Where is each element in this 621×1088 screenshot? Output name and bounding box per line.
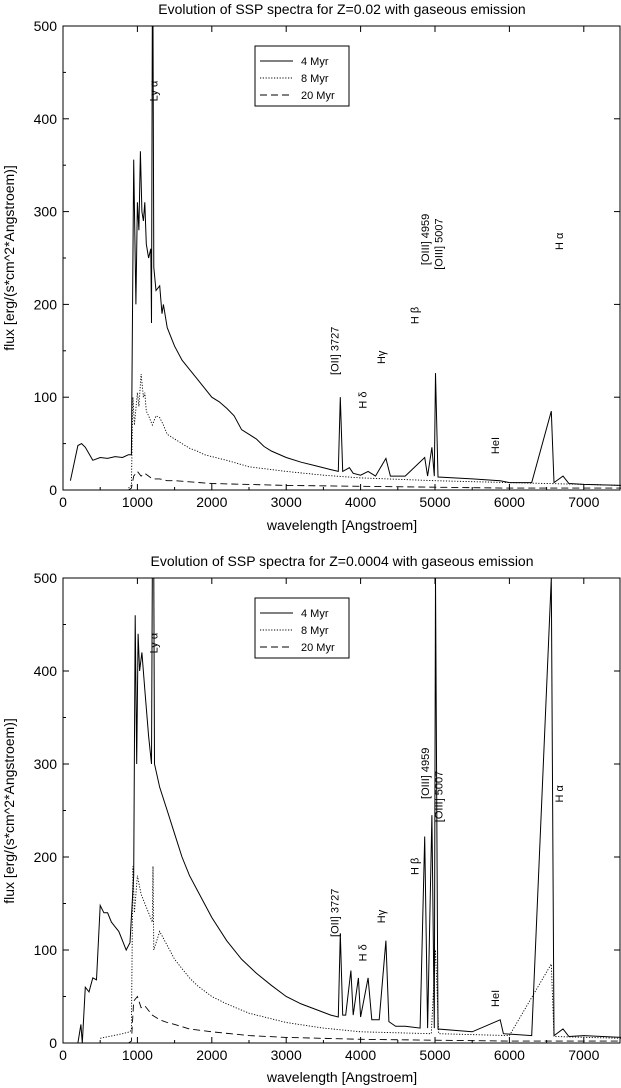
x-tick-label: 7000: [568, 494, 599, 510]
legend-label: 20 Myr: [301, 642, 335, 654]
legend-box: [254, 45, 350, 107]
x-tick-label: 6000: [494, 1047, 525, 1063]
line-annotation: H β: [410, 858, 422, 875]
x-tick-label: 3000: [271, 494, 302, 510]
y-tick-label: 400: [34, 663, 58, 679]
line-annotation: HeI: [490, 437, 502, 454]
x-tick-label: 1000: [122, 494, 153, 510]
line-annotation: H β: [410, 307, 422, 324]
x-axis-label: wavelength [Angstroem]: [266, 517, 417, 533]
y-tick-label: 100: [34, 942, 58, 958]
x-tick-label: 3000: [271, 1047, 302, 1063]
series-line-8-myr: [128, 373, 621, 489]
x-tick-label: 2000: [196, 1047, 227, 1063]
line-annotation: [OII] 3727: [329, 889, 341, 937]
legend-label: 8 Myr: [301, 625, 329, 637]
chart-title: Evolution of SSP spectra for Z=0.02 with…: [158, 1, 525, 17]
line-annotation: H α: [554, 784, 566, 802]
legend-label: 20 Myr: [301, 90, 335, 102]
y-tick-label: 100: [34, 389, 58, 405]
x-tick-label: 1000: [122, 1047, 153, 1063]
line-annotation: Hγ: [376, 909, 388, 923]
line-annotation: H α: [554, 232, 566, 250]
series-line-4-myr: [77, 578, 621, 1043]
x-tick-label: 7000: [568, 1047, 599, 1063]
line-annotation: [OII] 3727: [329, 327, 341, 375]
legend-box: [254, 597, 350, 659]
x-tick-label: 0: [59, 1047, 67, 1063]
y-axis-label: flux [erg/(s*cm^2*Angstroem)]: [1, 165, 17, 351]
series-line-4-myr: [69, 26, 621, 486]
chart-title: Evolution of SSP spectra for Z=0.0004 wi…: [150, 553, 533, 569]
x-tick-label: 5000: [419, 1047, 450, 1063]
x-tick-label: 4000: [345, 494, 376, 510]
chart-panel-top: Evolution of SSP spectra for Z=0.02 with…: [1, 1, 621, 533]
x-tick-label: 5000: [419, 494, 450, 510]
y-axis-label: flux [erg/(s*cm^2*Angstroem)]: [1, 718, 17, 904]
line-annotation: Hγ: [376, 350, 388, 364]
y-tick-label: 400: [34, 111, 58, 127]
series-line-20-myr: [128, 470, 621, 490]
y-tick-label: 300: [34, 204, 58, 220]
legend: 4 Myr 8 Myr 20 Myr: [254, 45, 350, 107]
plot-area: [77, 578, 621, 1043]
line-annotation: [OIII] 5007: [433, 771, 445, 822]
x-tick-label: 4000: [345, 1047, 376, 1063]
series-line-20-myr: [128, 995, 621, 1043]
x-tick-label: 6000: [494, 494, 525, 510]
line-annotation: [OIII] 5007: [433, 218, 445, 269]
line-annotation: HeI: [490, 990, 502, 1007]
y-tick-label: 0: [49, 482, 57, 498]
legend-label: 8 Myr: [301, 73, 329, 85]
y-tick-label: 200: [34, 849, 58, 865]
chart-panel-bottom: Evolution of SSP spectra for Z=0.0004 wi…: [1, 553, 621, 1085]
legend-label: 4 Myr: [301, 56, 329, 68]
legend-label: 4 Myr: [301, 608, 329, 620]
y-tick-label: 200: [34, 296, 58, 312]
y-tick-label: 300: [34, 756, 58, 772]
x-tick-label: 0: [59, 494, 67, 510]
line-annotation: [OIII] 4959: [420, 214, 432, 265]
y-tick-label: 500: [34, 570, 58, 586]
line-annotation: Ly α: [149, 80, 161, 101]
line-annotation: H δ: [358, 391, 370, 408]
legend: 4 Myr 8 Myr 20 Myr: [254, 597, 350, 659]
line-annotation: H δ: [358, 944, 370, 961]
y-tick-label: 500: [34, 18, 58, 34]
x-axis-label: wavelength [Angstroem]: [266, 1069, 417, 1085]
line-annotation: Ly α: [149, 632, 161, 653]
x-tick-label: 2000: [196, 494, 227, 510]
y-tick-label: 0: [49, 1035, 57, 1051]
plot-area: [69, 26, 621, 490]
line-annotation: [OIII] 4959: [420, 748, 432, 799]
